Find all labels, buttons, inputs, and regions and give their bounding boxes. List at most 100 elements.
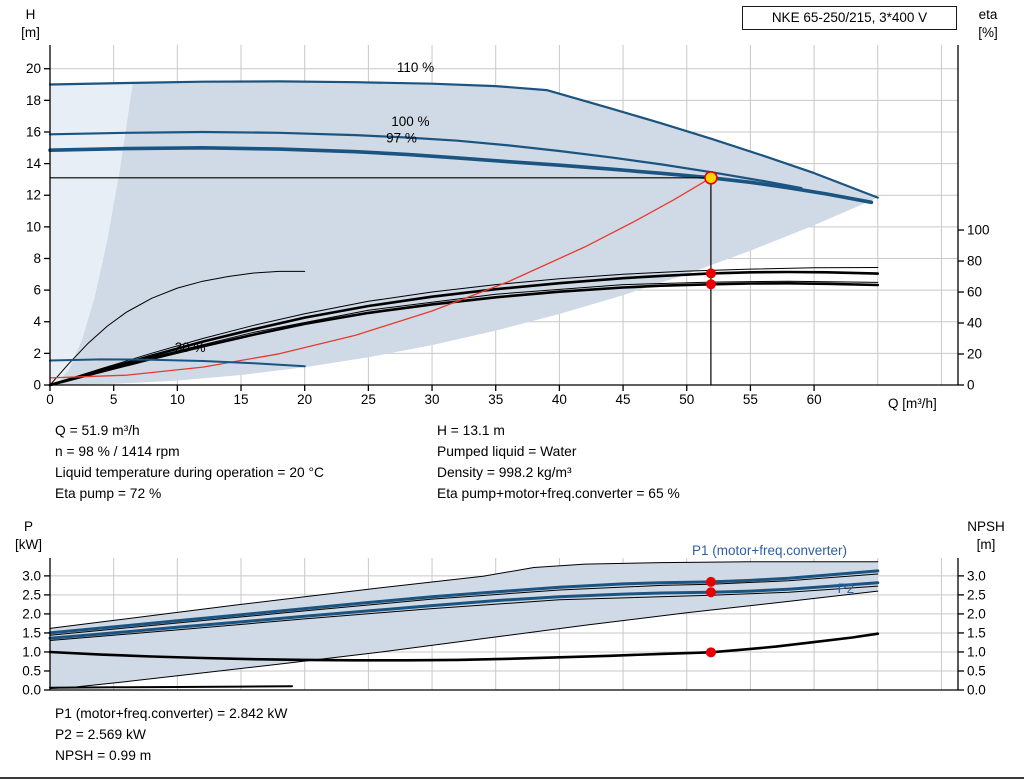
operating-data-right: H = 13.1 m Pumped liquid = Water Density… — [437, 420, 680, 504]
y2-tick-label: 80 — [967, 254, 982, 269]
y-tick-label: 0.0 — [22, 683, 41, 698]
label-110-pct: 110 % — [397, 60, 434, 75]
info-pumped-liquid: Pumped liquid = Water — [437, 444, 577, 459]
info-npsh: NPSH = 0.99 m — [55, 748, 152, 763]
info-density: Density = 998.2 kg/m³ — [437, 465, 572, 480]
y-tick-label: 2.0 — [22, 606, 41, 621]
p-axis-unit: [kW] — [15, 537, 42, 552]
eta-pump-dot — [705, 268, 716, 279]
info-p1: P1 (motor+freq.converter) = 2.842 kW — [55, 706, 288, 721]
hq-eta-chart: 110 % 100 %97 % 30 %0 5 10 15 20 25 30 35 40 45 50 55… — [26, 45, 990, 407]
y2-tick-label: 3.0 — [967, 568, 986, 583]
y-tick-label: 10 — [26, 219, 41, 234]
info-p2: P2 = 2.569 kW — [55, 727, 146, 742]
power-data-block: P1 (motor+freq.converter) = 2.842 kW P2 … — [55, 703, 287, 766]
y-tick-label: 8 — [33, 251, 41, 266]
x-tick-label: 30 — [425, 392, 440, 407]
info-flow: Q = 51.9 m³/h — [55, 423, 140, 438]
p1-dot — [705, 576, 716, 587]
p1-thin — [49, 573, 879, 636]
info-head: H = 13.1 m — [437, 423, 505, 438]
eta-axis-unit: [%] — [978, 25, 998, 40]
power-envelope-top-line — [49, 561, 879, 629]
y-tick-label: 1.5 — [22, 625, 41, 640]
label-100-pct: 100 % — [391, 114, 429, 129]
p2-curve — [48, 581, 880, 640]
npsh-axis-label: NPSH — [967, 519, 1005, 534]
y-tick-label: 14 — [26, 156, 42, 171]
label-p1: P1 (motor+freq.converter) — [692, 543, 847, 558]
eta-total-thin — [49, 280, 879, 386]
y-tick-label: 12 — [26, 188, 41, 203]
eta-axis-label: eta — [978, 7, 998, 22]
h-axis-label: H — [25, 7, 36, 22]
y-tick-label: 2 — [33, 346, 41, 361]
hq-eta-chart-axes: 0 5 10 15 20 25 30 35 40 45 50 55 60 0 2 4 6 8 10 12 14 16 18 2… — [26, 45, 990, 407]
y-tick-label: 0.5 — [22, 663, 41, 678]
power-npsh-chart-axes: 0.0 0.5 1.0 1.5 2.0 2.5 3.0 0.0 0.5 1.0 1.5 2.0 2.5 3… — [22, 558, 986, 698]
q-axis-label: Q [m³/h] — [888, 396, 937, 411]
p-axis-label: P — [23, 519, 33, 534]
x-tick-label: 0 — [46, 392, 54, 407]
x-tick-label: 5 — [110, 392, 118, 407]
eta-curve-part-load — [49, 270, 306, 386]
x-tick-label: 15 — [234, 392, 249, 407]
npsh-dot — [705, 647, 716, 658]
info-liquid-temp: Liquid temperature during operation = 20… — [55, 465, 324, 480]
pump-type-title-box: NKE 65-250/215, 3*400 V — [742, 6, 957, 30]
label-97-pct: 97 % — [386, 130, 417, 145]
y-tick-label: 2.5 — [22, 587, 41, 602]
x-tick-label: 20 — [297, 392, 312, 407]
eta-total-curve — [48, 281, 880, 387]
bottom-divider-line — [0, 777, 1024, 779]
y2-tick-label: 0.5 — [967, 663, 986, 678]
y2-tick-label: 20 — [967, 347, 982, 362]
x-tick-label: 45 — [616, 392, 631, 407]
y2-tick-label: 1.0 — [967, 644, 986, 659]
allowed-range-light — [50, 83, 133, 385]
info-speed: n = 98 % / 1414 rpm — [55, 444, 180, 459]
eta-pump-thin — [49, 267, 879, 386]
h-axis-unit: [m] — [21, 25, 40, 40]
label-30-pct: 30 % — [175, 340, 206, 355]
y-tick-label: 0 — [33, 378, 41, 393]
y2-tick-label: 40 — [967, 316, 982, 331]
power-min-speed — [49, 685, 293, 689]
operating-data-left: Q = 51.9 m³/h n = 98 % / 1414 rpm Liquid… — [55, 420, 324, 504]
x-tick-label: 10 — [170, 392, 185, 407]
eta-pump-curve — [48, 270, 880, 387]
speed-curve-30 — [49, 358, 306, 368]
npsh-curve — [48, 632, 880, 662]
x-tick-label: 25 — [361, 392, 376, 407]
y2-tick-label: 2.0 — [967, 606, 986, 621]
y-tick-label: 3.0 — [22, 568, 41, 583]
y2-tick-label: 0.0 — [967, 683, 986, 698]
x-tick-label: 50 — [679, 392, 694, 407]
speed-curve-100 — [48, 130, 803, 190]
y2-tick-label: 60 — [967, 285, 982, 300]
y-tick-label: 6 — [33, 283, 41, 298]
y-tick-label: 16 — [26, 124, 41, 139]
y-tick-label: 4 — [33, 314, 41, 329]
y-tick-label: 1.0 — [22, 644, 41, 659]
info-eta-pump: Eta pump = 72 % — [55, 486, 162, 501]
label-p2: P2 — [838, 581, 855, 596]
power-envelope-bottom-line — [49, 590, 879, 689]
p1-curve — [48, 569, 880, 635]
x-tick-label: 55 — [743, 392, 758, 407]
speed-curve-97-selected — [48, 146, 874, 205]
y-tick-label: 18 — [26, 93, 41, 108]
power-npsh-chart: P1 (motor+freq.converter) P2 0.0 0.5 1.0 1.5 2… — [22, 543, 986, 698]
operating-envelope — [50, 81, 878, 386]
duty-point — [704, 171, 718, 185]
p2-dot — [705, 587, 716, 598]
y-tick-label: 20 — [26, 61, 41, 76]
x-tick-label: 60 — [807, 392, 822, 407]
eta-total-dot — [705, 279, 716, 290]
y2-tick-label: 0 — [967, 378, 975, 393]
speed-curve-110 — [48, 80, 879, 199]
y2-tick-label: 2.5 — [967, 587, 986, 602]
p2-thin — [49, 585, 879, 641]
